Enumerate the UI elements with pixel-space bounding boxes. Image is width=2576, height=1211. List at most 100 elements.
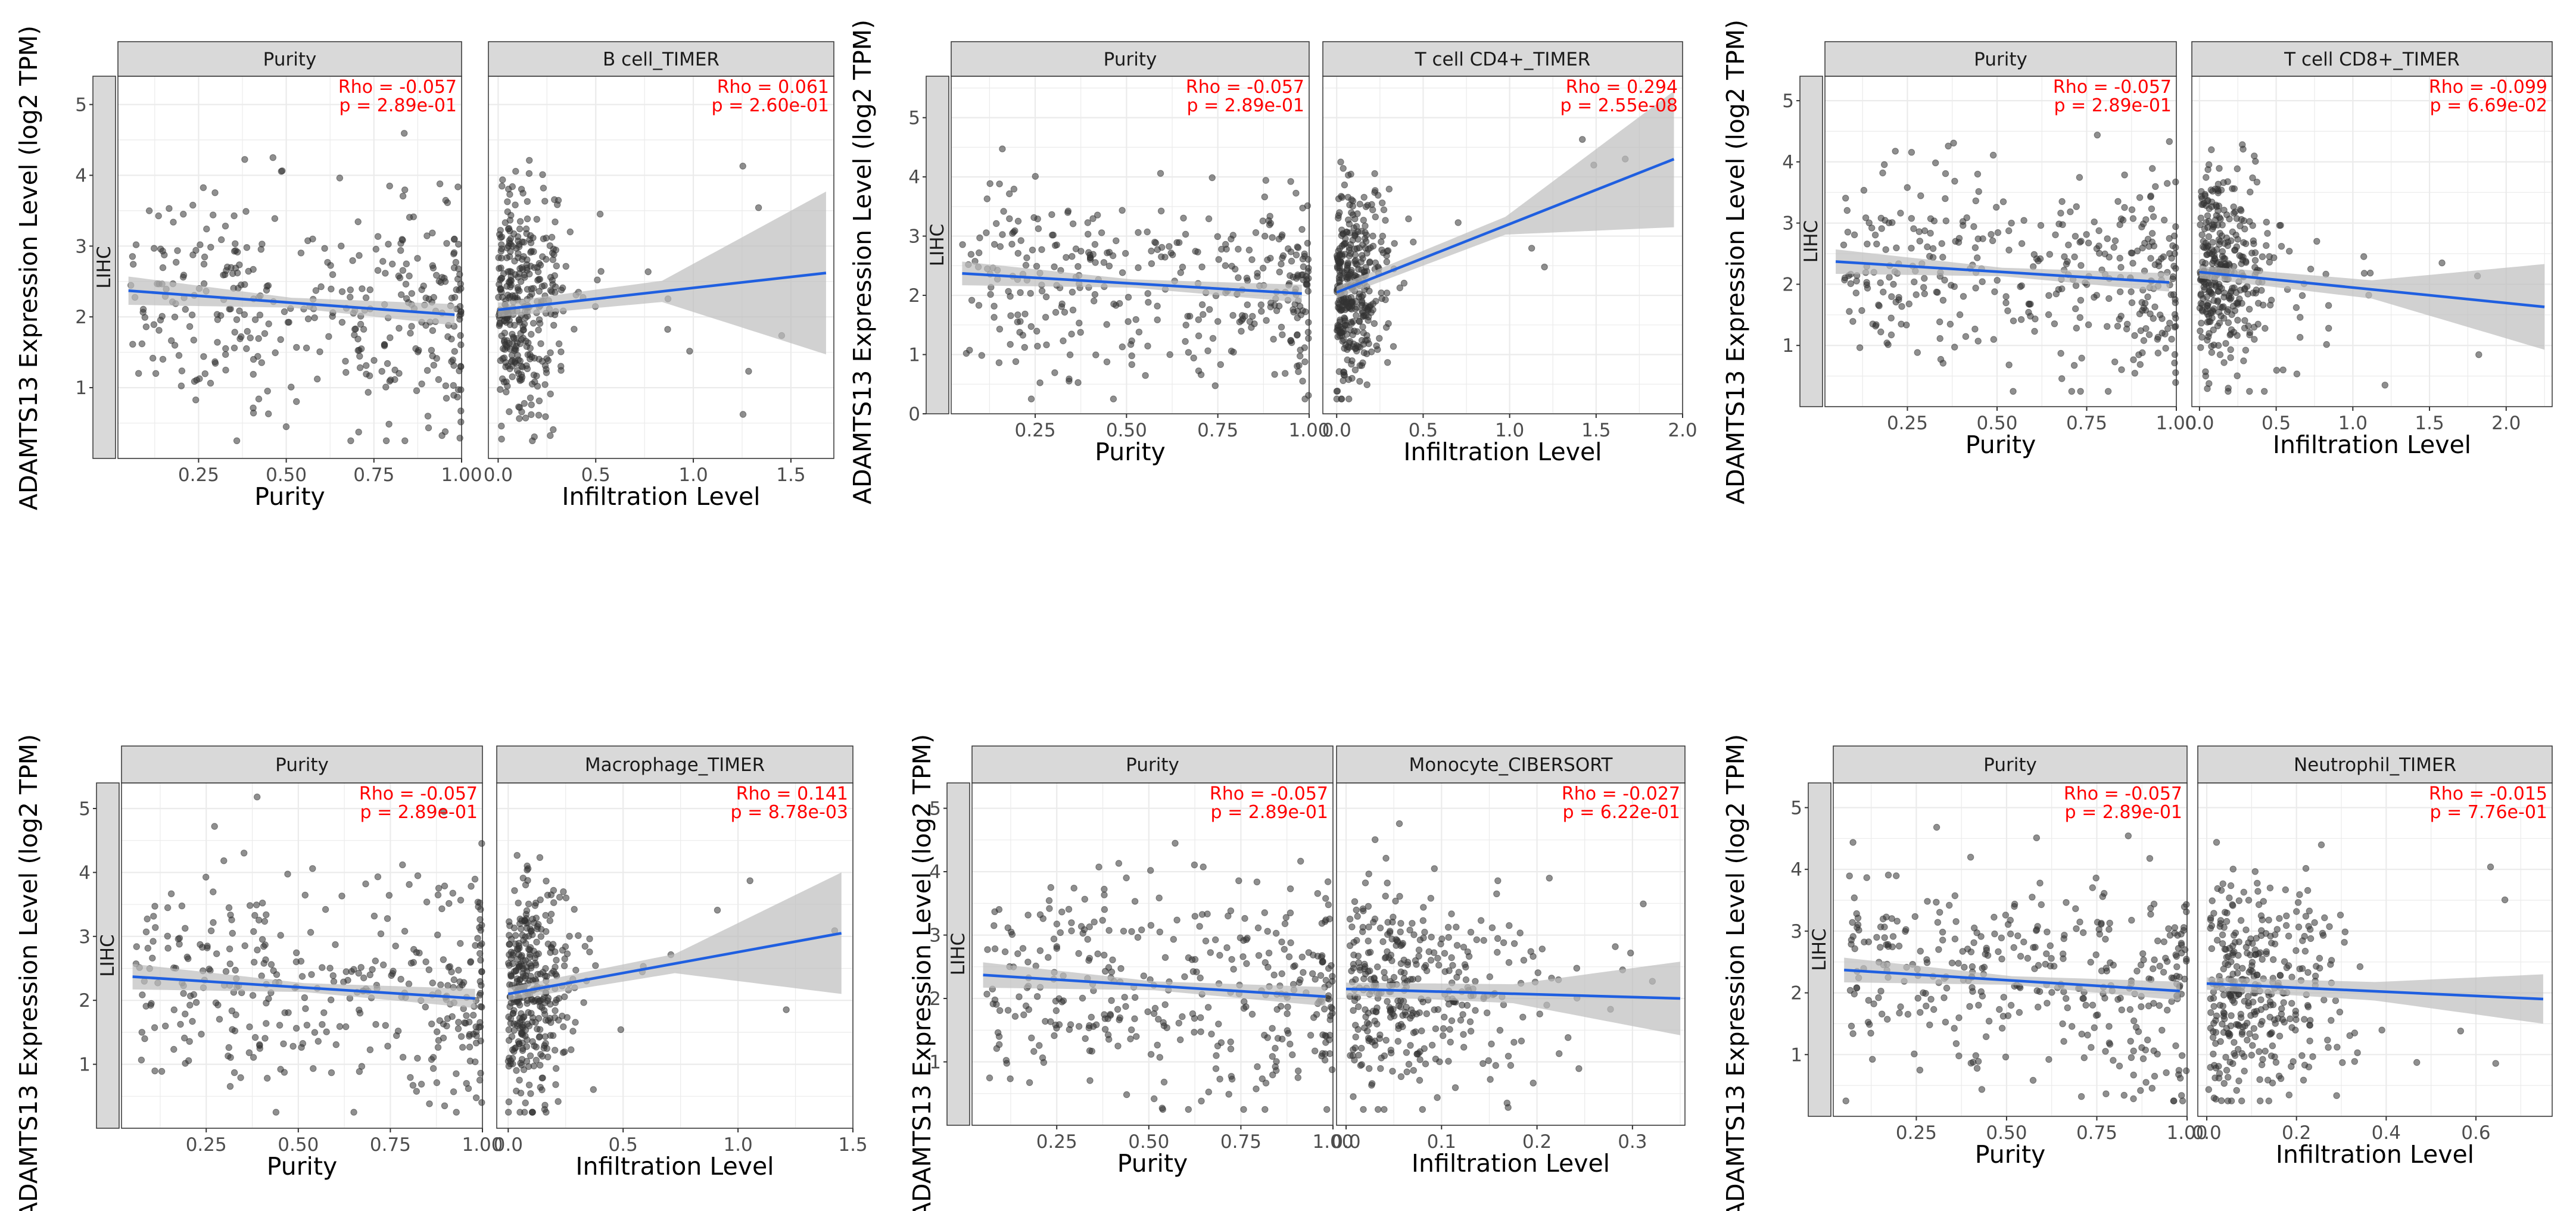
data-point [418, 380, 425, 388]
data-point [515, 286, 522, 294]
data-point [1373, 342, 1380, 349]
data-point [506, 408, 513, 416]
data-point [1487, 1076, 1494, 1083]
data-point [543, 255, 550, 263]
data-point [451, 235, 458, 243]
row-strip-label: LIHC [927, 224, 948, 266]
data-point [1182, 338, 1189, 345]
data-point [1198, 263, 1206, 270]
data-point [991, 945, 999, 953]
data-point [1344, 356, 1351, 364]
data-point [1375, 192, 1382, 199]
data-point [2207, 916, 2214, 923]
data-point [1301, 344, 1309, 351]
data-point [511, 887, 518, 894]
panel-title: Neutrophil_TIMER [2294, 754, 2456, 776]
data-point [441, 428, 449, 435]
data-point [2325, 324, 2332, 332]
data-point [2204, 242, 2211, 249]
data-point [1241, 915, 1248, 922]
data-point [1182, 230, 1189, 238]
data-point [138, 340, 146, 348]
data-point [2475, 351, 2482, 358]
data-point [532, 915, 540, 922]
data-point [1145, 299, 1152, 306]
data-point [1305, 335, 1312, 342]
data-point [1089, 215, 1097, 222]
data-point [142, 323, 150, 330]
data-point [413, 387, 420, 394]
data-point [2286, 248, 2293, 255]
data-point [2234, 165, 2241, 173]
data-point [374, 267, 382, 274]
data-point [457, 332, 464, 339]
y-tick-label: 5 [75, 95, 87, 116]
data-point [192, 246, 200, 254]
data-point [2142, 216, 2150, 223]
data-point [207, 379, 214, 387]
data-point [1116, 1016, 1123, 1023]
data-point [2078, 1031, 2085, 1038]
x-tick-label: 1.5 [776, 464, 805, 486]
data-point [1362, 244, 1369, 252]
data-point [2247, 951, 2254, 959]
data-point [1848, 1022, 1855, 1030]
data-point [2010, 388, 2017, 395]
data-point [1338, 268, 1346, 275]
data-point [2216, 319, 2223, 327]
data-point [1908, 215, 1915, 222]
data-point [2147, 255, 2154, 262]
data-point [2214, 937, 2221, 944]
data-point [1397, 960, 1405, 967]
data-point [1885, 872, 1892, 879]
data-point [2242, 926, 2250, 934]
data-point [132, 241, 140, 248]
data-point [1023, 254, 1030, 261]
data-point [2096, 931, 2104, 938]
data-point [347, 437, 354, 444]
data-point [426, 1100, 433, 1107]
data-point [2278, 243, 2285, 250]
data-point [526, 157, 533, 164]
data-point [1948, 959, 1956, 967]
data-point [1385, 320, 1392, 327]
data-point [2252, 158, 2259, 165]
data-point [2238, 1097, 2245, 1104]
scatter-figure-6: ADAMTS13 Expression Level (log2 TPM) LIHC… [1721, 734, 2553, 1211]
data-point [2140, 337, 2148, 344]
data-point [497, 386, 504, 393]
data-point [1269, 1071, 1276, 1079]
data-point [996, 1041, 1003, 1048]
data-point [244, 327, 251, 335]
data-point [245, 1049, 253, 1056]
data-point [355, 969, 362, 977]
data-point [2273, 367, 2281, 374]
data-point [2072, 305, 2079, 313]
data-point [1403, 1004, 1410, 1011]
data-point [2257, 932, 2265, 940]
data-point [451, 348, 458, 355]
data-point [1359, 292, 1366, 299]
data-point [533, 216, 540, 223]
data-point [547, 432, 554, 439]
x-axis-title: Purity [267, 1152, 338, 1181]
data-point [2183, 956, 2190, 963]
data-point [1432, 1056, 1440, 1063]
data-point [1019, 945, 1027, 952]
data-point [1384, 359, 1391, 366]
data-point [1333, 388, 1341, 395]
data-point [644, 268, 652, 276]
data-point [1254, 1063, 1261, 1070]
data-point [325, 333, 332, 340]
data-point [1952, 918, 1960, 925]
data-point [2238, 253, 2245, 260]
data-point [1378, 246, 1385, 254]
data-point [2142, 307, 2150, 314]
data-point [180, 990, 187, 997]
data-point [2341, 939, 2348, 946]
data-point [2269, 1001, 2277, 1009]
data-point [2091, 219, 2098, 226]
data-point [422, 958, 429, 966]
data-point [2123, 325, 2130, 333]
data-point [159, 355, 167, 363]
